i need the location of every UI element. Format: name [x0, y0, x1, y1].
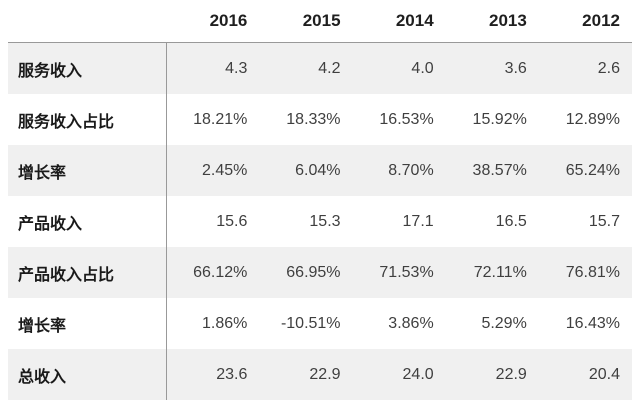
column-header-2013: 2013 — [445, 0, 539, 43]
table-cell: 3.6 — [445, 42, 539, 94]
column-header-2015: 2015 — [259, 0, 353, 43]
row-label: 增长率 — [8, 298, 167, 349]
table-cell: 8.70% — [352, 145, 446, 196]
table-cell: 2.6 — [538, 42, 632, 94]
table-row-service-revenue: 服务收入 4.3 4.2 4.0 3.6 2.6 — [8, 42, 632, 94]
table-row-product-growth-rate: 增长率 1.86% -10.51% 3.86% 5.29% 16.43% — [8, 298, 632, 349]
table-cell: 1.86% — [166, 298, 260, 349]
table-cell: 3.86% — [352, 298, 446, 349]
table-cell: 12.89% — [538, 94, 632, 145]
table-cell: 23.6 — [166, 349, 260, 400]
table-cell: 16.53% — [352, 94, 446, 145]
table-cell: 15.92% — [445, 94, 539, 145]
column-header-2014: 2014 — [352, 0, 446, 43]
table-cell: 20.4 — [538, 349, 632, 400]
table-cell: 22.9 — [445, 349, 539, 400]
table-cell: 5.29% — [445, 298, 539, 349]
table-cell: 4.2 — [259, 42, 353, 94]
financial-table: 2016 2015 2014 2013 2012 服务收入 4.3 4.2 4.… — [8, 0, 632, 400]
table-cell: 38.57% — [445, 145, 539, 196]
table-row-product-revenue: 产品收入 15.6 15.3 17.1 16.5 15.7 — [8, 196, 632, 247]
table-cell: 4.3 — [166, 42, 260, 94]
table-cell: 24.0 — [352, 349, 446, 400]
table-row-total-revenue: 总收入 23.6 22.9 24.0 22.9 20.4 — [8, 349, 632, 400]
column-header-2016: 2016 — [166, 0, 260, 43]
table-cell: 72.11% — [445, 247, 539, 298]
row-label: 服务收入占比 — [8, 94, 167, 145]
table-cell: 15.7 — [538, 196, 632, 247]
table-cell: 66.95% — [259, 247, 353, 298]
header-row: 2016 2015 2014 2013 2012 — [8, 0, 632, 43]
table-cell: 2.45% — [166, 145, 260, 196]
column-header-2012: 2012 — [538, 0, 632, 43]
table-row-service-growth-rate: 增长率 2.45% 6.04% 8.70% 38.57% 65.24% — [8, 145, 632, 196]
table-cell: 16.5 — [445, 196, 539, 247]
corner-cell — [8, 0, 167, 43]
row-label: 增长率 — [8, 145, 167, 196]
table-cell: 18.21% — [166, 94, 260, 145]
table-row-product-revenue-share: 产品收入占比 66.12% 66.95% 71.53% 72.11% 76.81… — [8, 247, 632, 298]
table-body: 服务收入 4.3 4.2 4.0 3.6 2.6 服务收入占比 18.21% 1… — [8, 42, 632, 400]
table-cell: -10.51% — [259, 298, 353, 349]
table-cell: 76.81% — [538, 247, 632, 298]
table-cell: 66.12% — [166, 247, 260, 298]
row-label: 服务收入 — [8, 42, 167, 94]
table-cell: 17.1 — [352, 196, 446, 247]
row-label: 总收入 — [8, 349, 167, 400]
table-row-service-revenue-share: 服务收入占比 18.21% 18.33% 16.53% 15.92% 12.89… — [8, 94, 632, 145]
table-cell: 15.3 — [259, 196, 353, 247]
table-cell: 15.6 — [166, 196, 260, 247]
row-label: 产品收入占比 — [8, 247, 167, 298]
table-cell: 71.53% — [352, 247, 446, 298]
table-cell: 18.33% — [259, 94, 353, 145]
table-cell: 65.24% — [538, 145, 632, 196]
table-cell: 4.0 — [352, 42, 446, 94]
table-header: 2016 2015 2014 2013 2012 — [8, 0, 632, 43]
table-cell: 22.9 — [259, 349, 353, 400]
table-cell: 16.43% — [538, 298, 632, 349]
row-label: 产品收入 — [8, 196, 167, 247]
table-cell: 6.04% — [259, 145, 353, 196]
